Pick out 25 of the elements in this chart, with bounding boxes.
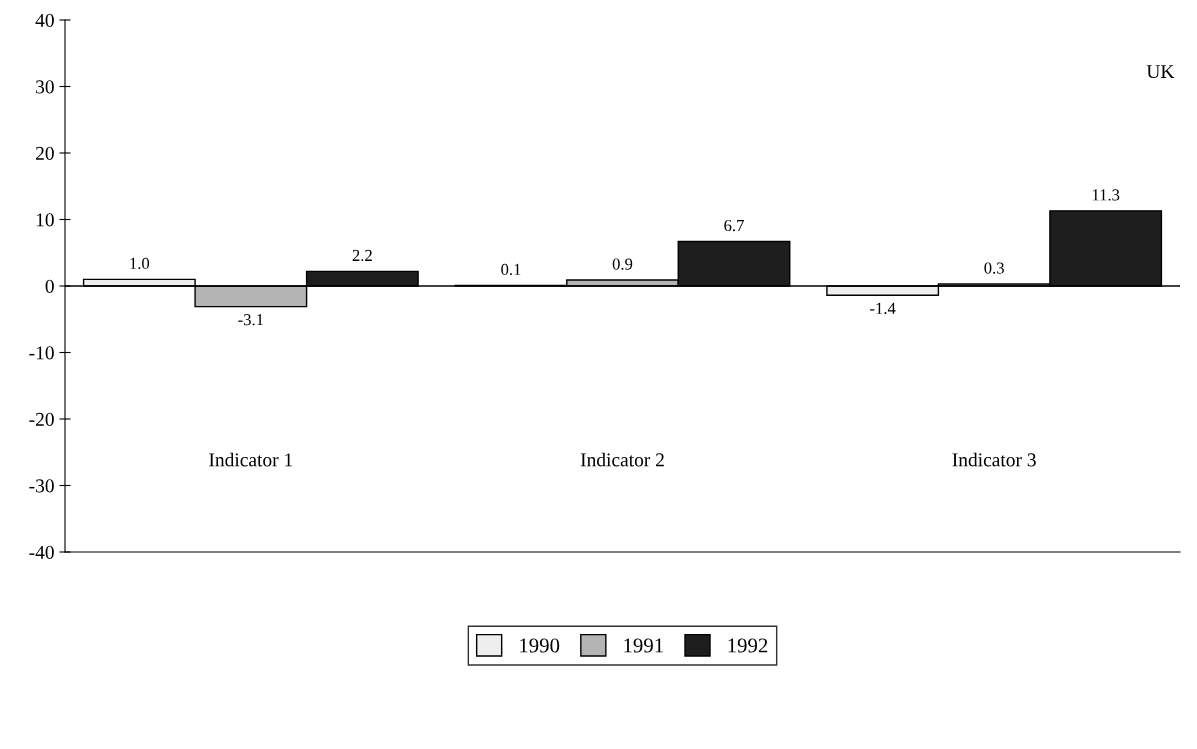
data-label: 6.7	[724, 219, 744, 232]
y-tick-label: 30	[36, 80, 54, 94]
x-tick-label: Indicator 3	[952, 452, 1036, 467]
y-tick-label: 20	[35, 146, 54, 160]
legend-label: 1990	[520, 638, 560, 653]
data-label: -3.1	[238, 314, 264, 326]
y-tick-label: 0	[45, 279, 54, 293]
y-tick-label: -10	[29, 346, 54, 360]
data-label: 0.1	[501, 263, 521, 276]
data-label: 1.0	[130, 257, 150, 270]
x-tick-label: Indicator 1	[209, 452, 293, 467]
y-tick-label: 40	[35, 13, 54, 27]
annotation: UK	[1146, 65, 1175, 79]
y-tick-label: 10	[36, 213, 54, 227]
legend-label: 1992	[728, 638, 768, 653]
data-label: 11.3	[1092, 189, 1120, 201]
data-label: 0.9	[612, 258, 633, 270]
y-tick-label: -20	[29, 412, 54, 426]
x-tick-label: Indicator 2	[580, 452, 664, 467]
legend-label: 1991	[624, 638, 663, 653]
y-tick-label: -40	[29, 545, 54, 559]
data-label: 0.3	[984, 262, 1004, 274]
data-label: 2.2	[352, 249, 372, 262]
data-label: -1.4	[870, 302, 896, 315]
y-tick-label: -30	[29, 479, 54, 493]
